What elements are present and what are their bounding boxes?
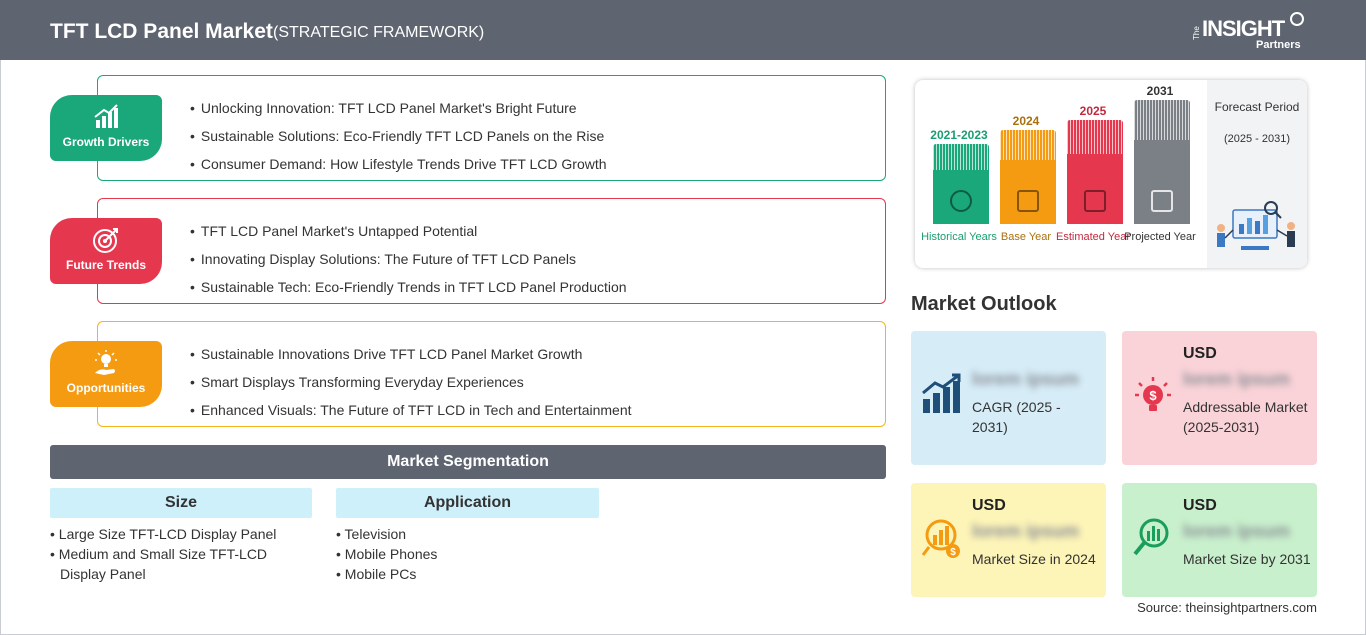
dollar-bulb-icon: $ (1135, 377, 1171, 411)
growth-chart-icon (94, 104, 118, 128)
currency-label: USD (972, 497, 1006, 514)
list-item: Unlocking Innovation: TFT LCD Panel Mark… (190, 94, 607, 122)
cagr-label: CAGR (2025 - 2031) (972, 399, 1061, 435)
list-item: Smart Displays Transforming Everyday Exp… (190, 368, 632, 396)
list-item: Innovating Display Solutions: The Future… (190, 245, 627, 273)
timeline-panel: 2021-2023 Historical Years 2024 Base Yea… (915, 80, 1307, 268)
outlook-addressable-box: USD $ lorem ipsum Addressable Market (20… (1122, 331, 1317, 465)
analytics-people-icon (1217, 201, 1295, 250)
growth-drivers-badge: Growth Drivers (50, 95, 162, 161)
segmentation-header: Market Segmentation (50, 445, 886, 479)
badge-label: Opportunities (66, 381, 146, 395)
addressable-value: lorem ipsum (1183, 369, 1291, 389)
timeline-bar-base (1000, 130, 1056, 224)
insight-partners-logo: The INSIGHT Partners (1192, 12, 1304, 54)
list-item: Television (336, 524, 599, 544)
future-trends-badge: Future Trends (50, 218, 162, 284)
bar-growth-icon (922, 373, 961, 413)
badge-label: Future Trends (65, 258, 146, 272)
list-item: Medium and Small Size TFT-LCD Display Pa… (50, 544, 290, 584)
timeline-year: 2031 (1146, 84, 1174, 98)
currency-label: USD (1183, 345, 1217, 362)
timeline-caption: Projected Year (1124, 231, 1196, 243)
magnifier-chart-icon (1133, 518, 1169, 556)
svg-text:$: $ (950, 547, 956, 558)
timeline-year: 2024 (1012, 114, 1040, 128)
timeline-bar-historical (933, 144, 989, 224)
list-item: Large Size TFT-LCD Display Panel (50, 524, 290, 544)
forecast-period-panel: Forecast Period (2025 - 2031) (1207, 80, 1307, 268)
timeline-bar-projected (1134, 100, 1190, 224)
timeline-caption: Estimated Year (1056, 231, 1130, 243)
segment-size: Size Large Size TFT-LCD Display Panel Me… (50, 488, 312, 584)
growth-drivers-card: Unlocking Innovation: TFT LCD Panel Mark… (97, 75, 886, 181)
future-trends-card: TFT LCD Panel Market's Untapped Potentia… (97, 198, 886, 304)
forecast-range: (2025 - 2031) (1223, 133, 1291, 145)
size-2031-value: lorem ipsum (1183, 521, 1291, 541)
list-item: Enhanced Visuals: The Future of TFT LCD … (190, 396, 632, 424)
timeline-caption: Base Year (1000, 231, 1052, 243)
history-icon (950, 190, 972, 212)
cagr-value: lorem ipsum (972, 369, 1080, 389)
forecast-title: Forecast Period (1214, 100, 1300, 114)
size-2024-label: Market Size in 2024 (972, 551, 1096, 567)
calendar-icon (1017, 190, 1039, 212)
list-item: Sustainable Solutions: Eco-Friendly TFT … (190, 122, 607, 150)
money-chart-icon: $ (921, 519, 960, 558)
projection-icon (1151, 190, 1173, 212)
list-item: Consumer Demand: How Lifestyle Trends Dr… (190, 150, 607, 178)
segment-head: Size (50, 488, 312, 518)
outlook-size-2031-box: USD lorem ipsum Market Size by 2031 (1122, 483, 1317, 597)
opportunities-badge: Opportunities (50, 341, 162, 407)
list-item: Sustainable Innovations Drive TFT LCD Pa… (190, 340, 632, 368)
size-2024-value: lorem ipsum (972, 521, 1080, 541)
currency-label: USD (1183, 497, 1217, 514)
timeline-caption: Historical Years (921, 231, 997, 243)
size-2031-label: Market Size by 2031 (1183, 551, 1311, 567)
timeline-year: 2025 (1079, 104, 1107, 118)
addressable-label: Addressable Market (2025-2031) (1183, 399, 1308, 435)
list-item: Mobile Phones (336, 544, 599, 564)
market-outlook-title: Market Outlook (911, 293, 1057, 315)
page-title: TFT LCD Panel Market (50, 20, 273, 43)
opportunities-card: Sustainable Innovations Drive TFT LCD Pa… (97, 321, 886, 427)
source-citation: Source: theinsightpartners.com (1137, 600, 1317, 615)
segment-application: Application Television Mobile Phones Mob… (336, 488, 599, 584)
outlook-cagr-box: lorem ipsum CAGR (2025 - 2031) (911, 331, 1106, 465)
estimate-icon (1084, 190, 1106, 212)
target-icon (93, 228, 118, 253)
list-item: Mobile PCs (336, 564, 599, 584)
list-item: Sustainable Tech: Eco-Friendly Trends in… (190, 273, 627, 301)
timeline-bar-estimated (1067, 120, 1123, 224)
timeline-year: 2021-2023 (930, 128, 988, 142)
page-subtitle: (STRATEGIC FRAMEWORK) (273, 24, 485, 41)
list-item: TFT LCD Panel Market's Untapped Potentia… (190, 217, 627, 245)
segment-head: Application (336, 488, 599, 518)
svg-text:$: $ (1149, 388, 1157, 403)
outlook-size-2024-box: USD $ lorem ipsum Market Size in 2024 (911, 483, 1106, 597)
header-bar: TFT LCD Panel Market (STRATEGIC FRAMEWOR… (0, 0, 1366, 60)
badge-label: Growth Drivers (62, 135, 150, 149)
lightbulb-hand-icon (95, 350, 117, 375)
